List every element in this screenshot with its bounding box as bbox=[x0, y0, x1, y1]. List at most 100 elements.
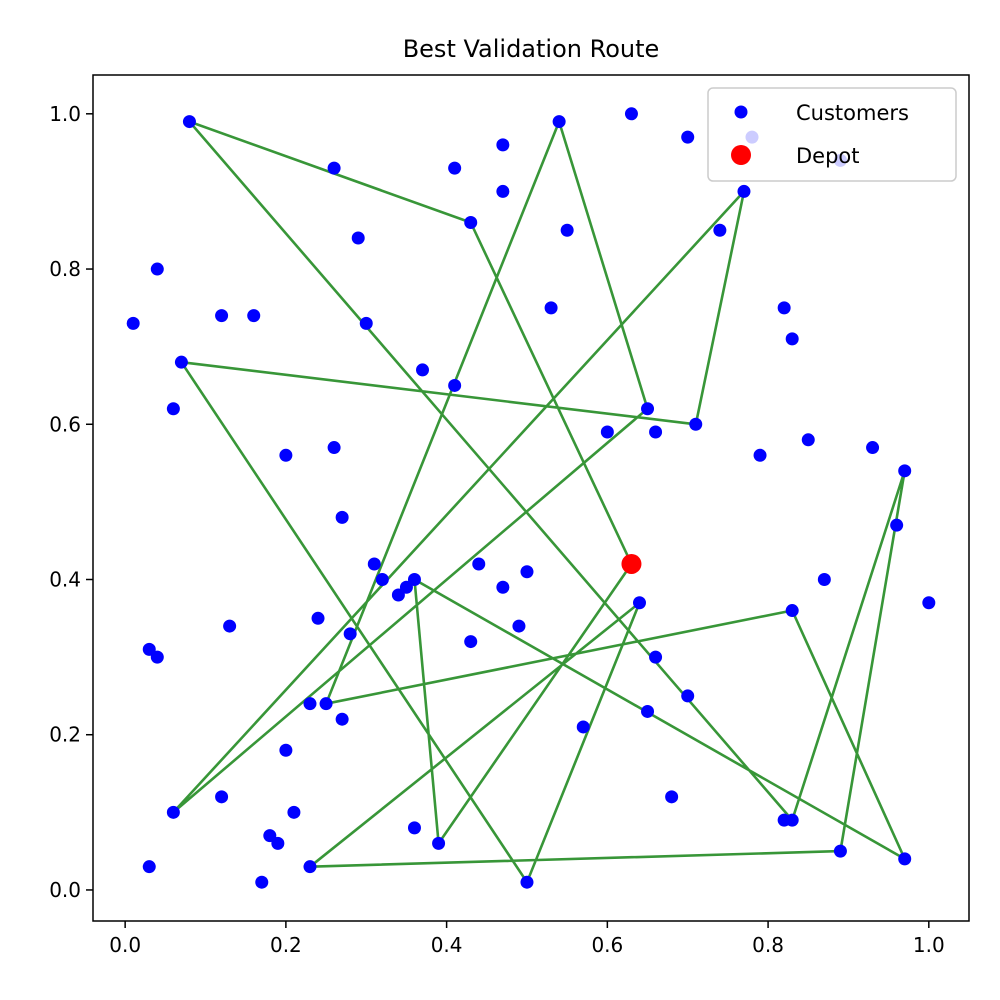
customer-point bbox=[898, 464, 912, 478]
legend-depot-marker bbox=[731, 145, 751, 165]
customer-point bbox=[713, 223, 727, 237]
customer-point bbox=[922, 596, 936, 610]
customer-point bbox=[416, 363, 430, 377]
customer-point bbox=[319, 697, 333, 711]
customer-point bbox=[448, 161, 462, 175]
customer-point bbox=[391, 588, 405, 602]
customer-point bbox=[496, 138, 510, 152]
route-layer bbox=[172, 120, 907, 884]
legend: Customers Depot bbox=[707, 87, 957, 182]
customer-point bbox=[544, 301, 558, 315]
customer-point bbox=[496, 580, 510, 594]
customer-point bbox=[890, 518, 904, 532]
customer-point bbox=[681, 689, 695, 703]
customer-point bbox=[150, 262, 164, 276]
customer-point bbox=[552, 115, 566, 129]
customer-point bbox=[166, 402, 180, 416]
customer-point bbox=[464, 215, 478, 229]
x-tick-label: 0.0 bbox=[109, 933, 141, 957]
customer-point bbox=[263, 829, 277, 843]
customer-point bbox=[287, 805, 301, 819]
y-tick-label: 1.0 bbox=[49, 102, 81, 126]
y-tick-label: 0.6 bbox=[49, 412, 81, 436]
customer-point bbox=[560, 223, 574, 237]
customer-point bbox=[737, 184, 751, 198]
customer-point bbox=[665, 790, 679, 804]
customer-point bbox=[600, 425, 614, 439]
customer-point bbox=[166, 805, 180, 819]
customer-point bbox=[271, 836, 285, 850]
customer-point bbox=[327, 441, 341, 455]
y-tick-label: 0.2 bbox=[49, 723, 81, 747]
depot-point bbox=[621, 553, 642, 574]
customer-point bbox=[833, 844, 847, 858]
customer-point bbox=[223, 619, 237, 633]
customer-point bbox=[335, 712, 349, 726]
legend-customers-label: Customers bbox=[796, 101, 909, 125]
customer-point bbox=[335, 510, 349, 524]
customer-point bbox=[367, 557, 381, 571]
customer-point bbox=[247, 309, 261, 323]
customer-point bbox=[359, 316, 373, 330]
axes-layer: 0.0 0.2 0.4 0.6 0.8 1.0 0.0 0.2 0.4 0.6 0.8 1.0 bbox=[49, 102, 945, 957]
customer-point bbox=[817, 572, 831, 586]
customer-point bbox=[785, 813, 799, 827]
customer-point bbox=[649, 650, 663, 664]
customer-point bbox=[174, 355, 188, 369]
x-tick-label: 0.6 bbox=[591, 933, 623, 957]
customer-point bbox=[512, 619, 526, 633]
legend-customers-marker bbox=[734, 105, 748, 119]
x-tick-label: 0.8 bbox=[752, 933, 784, 957]
customer-point bbox=[399, 580, 413, 594]
customer-point bbox=[576, 720, 590, 734]
customer-point bbox=[215, 790, 229, 804]
customer-point bbox=[649, 425, 663, 439]
customer-point bbox=[343, 627, 357, 641]
chart-title: Best Validation Route bbox=[403, 35, 660, 63]
legend-box bbox=[707, 87, 957, 182]
customer-point bbox=[351, 231, 365, 245]
customer-point bbox=[624, 107, 638, 121]
customer-point bbox=[142, 642, 156, 656]
points-layer bbox=[126, 107, 936, 889]
customer-point bbox=[150, 650, 164, 664]
customer-point bbox=[182, 115, 196, 129]
y-tick-label: 0.8 bbox=[49, 257, 81, 281]
customer-point bbox=[126, 316, 140, 330]
y-tick-label: 0.0 bbox=[49, 878, 81, 902]
customer-point bbox=[898, 852, 912, 866]
customer-point bbox=[215, 309, 229, 323]
customer-point bbox=[632, 596, 646, 610]
customer-point bbox=[472, 557, 486, 571]
customer-point bbox=[327, 161, 341, 175]
x-tick-label: 1.0 bbox=[913, 933, 945, 957]
legend-depot-label: Depot bbox=[796, 144, 860, 168]
customer-point bbox=[801, 433, 815, 447]
customer-point bbox=[785, 332, 799, 346]
customer-point bbox=[279, 743, 293, 757]
customer-point bbox=[255, 875, 269, 889]
customer-point bbox=[303, 860, 317, 874]
x-tick-label: 0.2 bbox=[270, 933, 302, 957]
customer-point bbox=[520, 875, 534, 889]
y-tick-label: 0.4 bbox=[49, 567, 81, 591]
customer-point bbox=[311, 611, 325, 625]
customer-point bbox=[142, 860, 156, 874]
customer-point bbox=[407, 572, 421, 586]
customer-point bbox=[641, 402, 655, 416]
customer-point bbox=[432, 836, 446, 850]
customer-point bbox=[279, 448, 293, 462]
customer-point bbox=[464, 635, 478, 649]
customer-point bbox=[753, 448, 767, 462]
customer-point bbox=[681, 130, 695, 144]
x-tick-label: 0.4 bbox=[431, 933, 463, 957]
customer-point bbox=[689, 417, 703, 431]
customer-point bbox=[303, 697, 317, 711]
customer-point bbox=[777, 301, 791, 315]
plot-frame bbox=[92, 74, 970, 922]
customer-point bbox=[641, 704, 655, 718]
customer-point bbox=[496, 184, 510, 198]
customer-point bbox=[785, 604, 799, 618]
route-path bbox=[172, 120, 907, 884]
